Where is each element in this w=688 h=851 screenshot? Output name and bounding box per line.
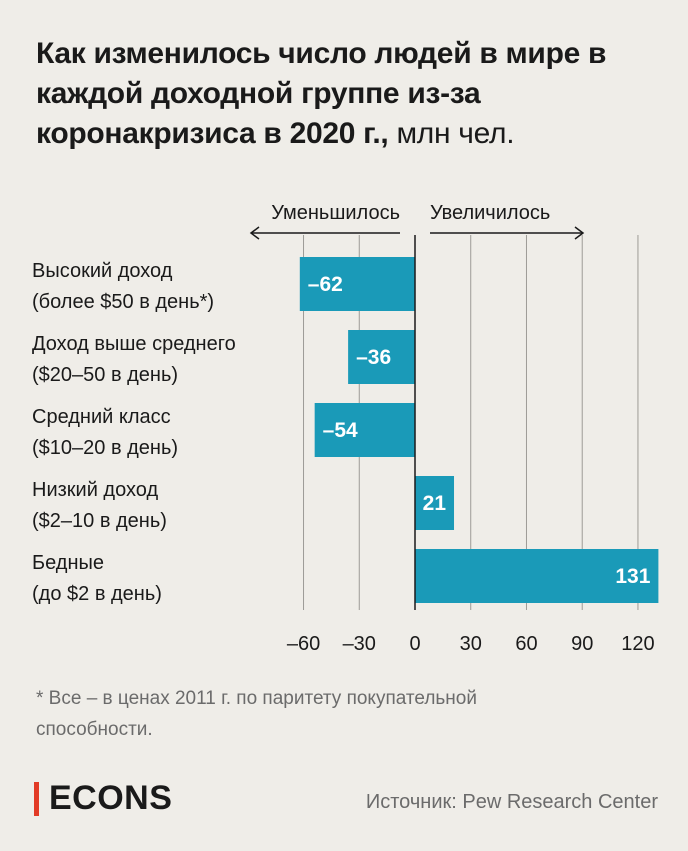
x-tick-label: 120 bbox=[621, 633, 654, 655]
footnote: * Все – в ценах 2011 г. по паритету поку… bbox=[36, 688, 477, 740]
source-note: Источник: Pew Research Center bbox=[365, 791, 658, 813]
bar-value-label: –54 bbox=[323, 419, 358, 442]
logo-text: ECONS bbox=[49, 779, 173, 817]
annotation-decreased: Уменьшилось bbox=[271, 202, 400, 224]
bar-chart: –62 Высокий доход (более $50 в день*) –36 До… bbox=[32, 202, 659, 655]
chart-title: Как изменилось число людей в мире в кажд… bbox=[36, 34, 676, 154]
category-label: Доход выше среднего bbox=[32, 333, 236, 355]
bar bbox=[299, 257, 415, 311]
bar-value-label: –36 bbox=[356, 346, 391, 369]
category-label: ($10–20 в день) bbox=[32, 437, 178, 459]
bar bbox=[415, 476, 455, 530]
bar bbox=[415, 549, 659, 603]
category-label: (более $50 в день*) bbox=[32, 291, 214, 313]
category-label: (до $2 в день) bbox=[32, 583, 162, 605]
category-label: Бедные bbox=[32, 552, 104, 574]
bar-value-label: 21 bbox=[423, 492, 447, 515]
econs-logo: ECONS bbox=[34, 779, 172, 818]
x-tick-label: 90 bbox=[571, 633, 593, 655]
category-label: Низкий доход bbox=[32, 479, 158, 501]
x-tick-label: –30 bbox=[343, 633, 376, 655]
title-text: Как изменилось число людей в мире в кажд… bbox=[36, 37, 607, 150]
category-label: Средний класс bbox=[32, 406, 171, 428]
category-label: ($20–50 в день) bbox=[32, 364, 178, 386]
bar bbox=[348, 330, 415, 384]
bar bbox=[314, 403, 415, 457]
arrow-left-icon bbox=[249, 226, 260, 240]
annotation-increased: Увеличилось bbox=[430, 202, 550, 224]
title-unit: млн чел. bbox=[396, 117, 515, 150]
bar-value-label: 131 bbox=[615, 565, 650, 588]
x-tick-label: 60 bbox=[515, 633, 537, 655]
category-label: Высокий доход bbox=[32, 260, 173, 282]
x-tick-label: 30 bbox=[460, 633, 482, 655]
category-label: ($2–10 в день) bbox=[32, 510, 167, 532]
x-tick-label: –60 bbox=[287, 633, 320, 655]
bar-value-label: –62 bbox=[308, 273, 343, 296]
arrow-right-icon bbox=[574, 226, 585, 240]
logo-accent-bar bbox=[34, 781, 39, 816]
x-tick-label: 0 bbox=[409, 633, 420, 655]
